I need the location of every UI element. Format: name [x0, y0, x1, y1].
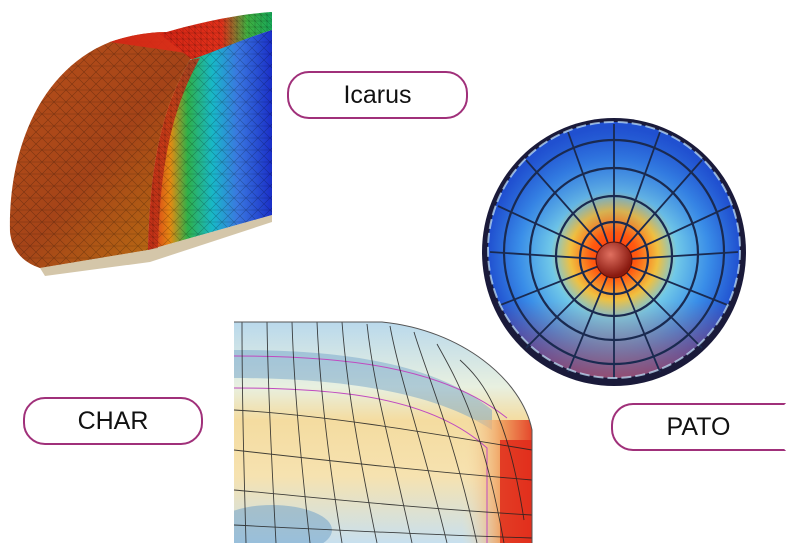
- char-label: CHAR: [23, 397, 203, 445]
- icarus-mesh-image: [0, 0, 290, 285]
- icarus-label: Icarus: [287, 71, 468, 119]
- char-label-text: CHAR: [77, 406, 149, 435]
- pato-label-text: PATO: [666, 412, 731, 441]
- pato-label: PATO: [611, 403, 786, 451]
- icarus-label-text: Icarus: [343, 80, 412, 109]
- pato-heatshield-image: [478, 110, 750, 388]
- char-flowfield-image: [232, 320, 542, 543]
